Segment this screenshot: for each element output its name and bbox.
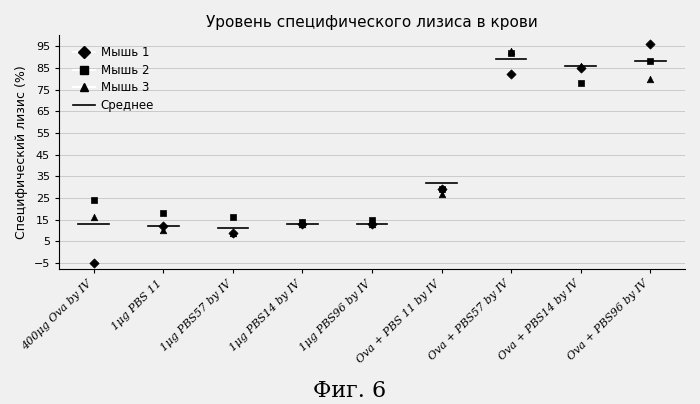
Point (228, 214, 239, 221)
Point (297, 221, 308, 227)
Point (228, 229, 239, 236)
Point (228, 229, 239, 236)
Point (505, 47, 517, 54)
Point (645, 76, 656, 82)
Point (88, 214, 99, 221)
Point (505, 49, 517, 56)
Point (575, 65, 587, 71)
Point (436, 190, 447, 197)
Point (297, 221, 308, 227)
Point (645, 58, 656, 65)
Point (88, 260, 99, 266)
Point (88, 197, 99, 203)
Point (436, 186, 447, 192)
Point (436, 186, 447, 192)
Title: Уровень специфического лизиса в крови: Уровень специфического лизиса в крови (206, 15, 538, 30)
Point (575, 63, 587, 69)
Point (158, 210, 169, 216)
Point (366, 216, 377, 223)
Point (158, 227, 169, 234)
Y-axis label: Специфический лизис (%): Специфический лизис (%) (15, 65, 28, 239)
Point (505, 71, 517, 78)
Point (575, 80, 587, 86)
Point (366, 221, 377, 227)
Point (645, 41, 656, 47)
Point (158, 223, 169, 229)
Point (297, 219, 308, 225)
Legend: Мышь 1, Мышь 2, Мышь 3, Среднее: Мышь 1, Мышь 2, Мышь 3, Среднее (71, 44, 156, 114)
Point (366, 221, 377, 227)
Text: Фиг. 6: Фиг. 6 (314, 380, 386, 402)
